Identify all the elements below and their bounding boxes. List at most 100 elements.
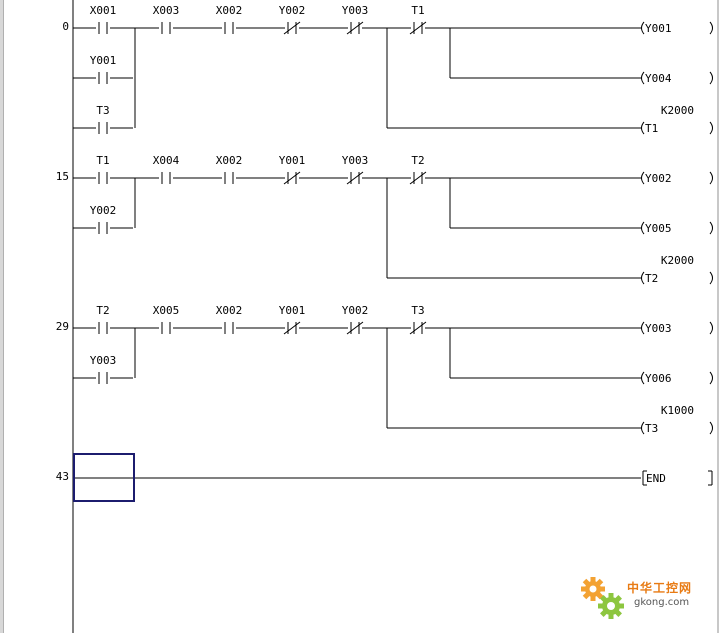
- coil-bracket-right: [709, 121, 713, 135]
- nc-contact[interactable]: T3: [388, 304, 448, 335]
- contact-label: T1: [411, 4, 424, 17]
- coil-bracket-left: [641, 321, 645, 335]
- output-coil[interactable]: Y002: [641, 171, 713, 185]
- output-coil[interactable]: Y006: [641, 371, 713, 385]
- contact-label: Y003: [90, 354, 117, 367]
- contact-label: X005: [153, 304, 180, 317]
- contact-label: Y001: [90, 54, 117, 67]
- watermark-text-en: gkong.com: [634, 597, 690, 608]
- nc-contact[interactable]: Y002: [325, 304, 385, 335]
- output-coil[interactable]: Y001: [641, 21, 713, 35]
- contact-slash: [346, 321, 364, 335]
- contact-slash: [346, 21, 364, 35]
- no-contact[interactable]: T3: [73, 104, 133, 134]
- contact-label: T3: [96, 104, 109, 117]
- left-window-border: [0, 0, 4, 633]
- nc-contact[interactable]: T1: [388, 4, 448, 35]
- contact-slash: [409, 171, 427, 185]
- cursor-selection[interactable]: [73, 453, 135, 502]
- step-number: 15: [56, 170, 69, 183]
- watermark-text-cn: 中华工控网: [627, 581, 693, 595]
- coil-label: T3: [645, 422, 658, 435]
- contact-label: X002: [216, 4, 243, 17]
- coil-label: Y006: [645, 372, 672, 385]
- no-contact[interactable]: X001: [73, 4, 133, 34]
- step-number: 29: [56, 320, 69, 333]
- no-contact[interactable]: X002: [199, 4, 259, 34]
- coil-bracket-right: [709, 171, 713, 185]
- end-instruction[interactable]: END: [642, 470, 713, 486]
- coil-bracket-left: [641, 371, 645, 385]
- coil-label: Y005: [645, 222, 672, 235]
- contact-slash: [409, 21, 427, 35]
- contact-label: Y002: [90, 204, 117, 217]
- timer-constant: K2000: [661, 104, 694, 117]
- contact-slash: [409, 321, 427, 335]
- coil-bracket-left: [641, 421, 645, 435]
- contact-label: X001: [90, 4, 117, 17]
- contact-slash: [346, 171, 364, 185]
- coil-bracket-right: [709, 271, 713, 285]
- nc-contact[interactable]: Y001: [262, 154, 322, 185]
- coil-bracket-left: [641, 71, 645, 85]
- coil-label: T2: [645, 272, 658, 285]
- contact-label: Y002: [279, 4, 306, 17]
- watermark: 中华工控网 gkong.com: [579, 575, 711, 623]
- output-coil[interactable]: Y005: [641, 221, 713, 235]
- no-contact[interactable]: Y001: [73, 54, 133, 84]
- no-contact[interactable]: X005: [136, 304, 196, 334]
- contact-slash: [283, 321, 301, 335]
- output-coil[interactable]: Y003: [641, 321, 713, 335]
- gear-logo-icon: [581, 577, 624, 619]
- contact-label: X003: [153, 4, 180, 17]
- nc-contact[interactable]: T2: [388, 154, 448, 185]
- step-number: 43: [56, 470, 69, 483]
- coil-label: Y004: [645, 72, 672, 85]
- no-contact[interactable]: Y003: [73, 354, 133, 384]
- coil-bracket-left: [641, 121, 645, 135]
- no-contact[interactable]: X002: [199, 304, 259, 334]
- timer-constant: K2000: [661, 254, 694, 267]
- coil-label: Y001: [645, 22, 672, 35]
- contact-label: Y002: [342, 304, 369, 317]
- contact-label: Y001: [279, 304, 306, 317]
- no-contact[interactable]: T2: [73, 304, 133, 334]
- contact-label: Y003: [342, 4, 369, 17]
- output-coil[interactable]: Y004: [641, 71, 713, 85]
- right-window-border: [717, 0, 719, 633]
- coil-label: T1: [645, 122, 658, 135]
- end-label: END: [646, 472, 666, 485]
- contact-label: T1: [96, 154, 109, 167]
- coil-bracket-left: [641, 271, 645, 285]
- contact-label: X002: [216, 154, 243, 167]
- step-number: 0: [62, 20, 69, 33]
- contact-label: T2: [96, 304, 109, 317]
- contact-label: Y003: [342, 154, 369, 167]
- coil-bracket-right: [709, 371, 713, 385]
- no-contact[interactable]: T1: [73, 154, 133, 184]
- coil-bracket-right: [709, 321, 713, 335]
- contact-label: Y001: [279, 154, 306, 167]
- coil-label: Y003: [645, 322, 672, 335]
- coil-bracket-right: [709, 71, 713, 85]
- coil-bracket-left: [641, 21, 645, 35]
- no-contact[interactable]: X003: [136, 4, 196, 34]
- timer-constant: K1000: [661, 404, 694, 417]
- nc-contact[interactable]: Y001: [262, 304, 322, 335]
- contact-label: X004: [153, 154, 180, 167]
- nc-contact[interactable]: Y003: [325, 154, 385, 185]
- nc-contact[interactable]: Y002: [262, 4, 322, 35]
- no-contact[interactable]: Y002: [73, 204, 133, 234]
- no-contact[interactable]: X002: [199, 154, 259, 184]
- no-contact[interactable]: X004: [136, 154, 196, 184]
- contact-slash: [283, 21, 301, 35]
- coil-label: Y002: [645, 172, 672, 185]
- coil-bracket-left: [641, 221, 645, 235]
- coil-bracket-right: [709, 221, 713, 235]
- nc-contact[interactable]: Y003: [325, 4, 385, 35]
- coil-bracket-right: [709, 421, 713, 435]
